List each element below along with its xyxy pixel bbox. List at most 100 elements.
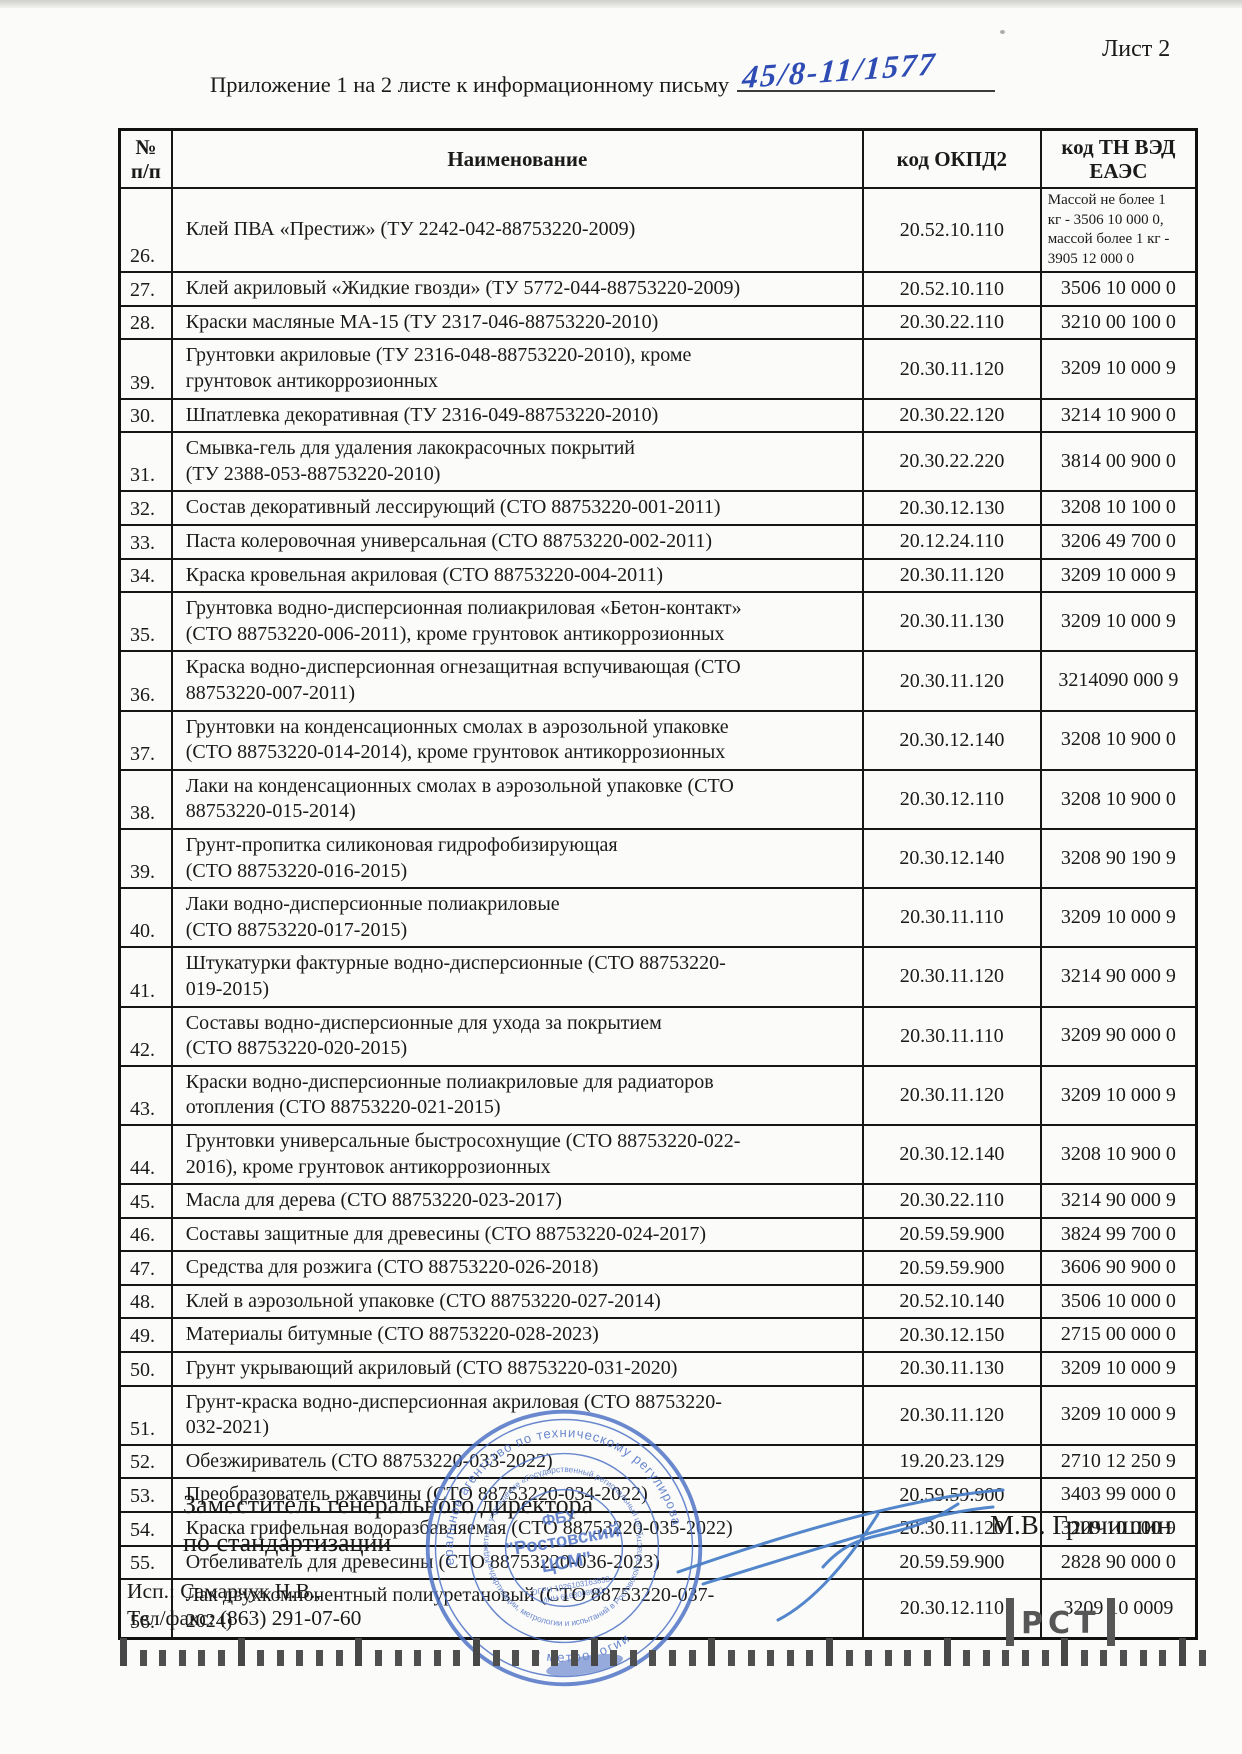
ruler-tick bbox=[335, 1650, 343, 1666]
ruler-tick bbox=[649, 1650, 657, 1666]
tnved-code-cell: 3208 10 900 0 bbox=[1039, 1123, 1198, 1186]
table-row: 49. Материалы битумные (СТО 88753220-028… bbox=[118, 1317, 1198, 1354]
ruler-tick bbox=[923, 1650, 931, 1666]
rst-right-bar-icon bbox=[1107, 1598, 1116, 1646]
ruler-tick bbox=[884, 1650, 892, 1666]
ruler-tick bbox=[237, 1638, 245, 1666]
okpd2-code-cell: 20.30.11.120 bbox=[861, 946, 1042, 1008]
tnved-code-cell: 3814 00 900 0 bbox=[1039, 431, 1198, 493]
product-name-cell: Грунтовки акриловые (ТУ 2316-048-8875322… bbox=[170, 338, 864, 400]
table-row: 46. Составы защитные для древесины (СТО … bbox=[118, 1216, 1198, 1253]
okpd2-code-cell: 20.59.59.900 bbox=[861, 1250, 1042, 1286]
okpd2-code-cell: 20.30.12.140 bbox=[861, 709, 1042, 771]
okpd2-code-cell: 20.30.22.120 bbox=[861, 397, 1042, 434]
okpd2-code-cell: 20.30.11.110 bbox=[861, 1005, 1042, 1067]
row-number-cell: 55. bbox=[118, 1544, 173, 1581]
row-number-cell: 35. bbox=[118, 591, 173, 653]
product-name-cell: Средства для розжига (СТО 88753220-026-2… bbox=[170, 1250, 864, 1286]
row-number-cell: 49. bbox=[118, 1317, 173, 1354]
product-name-cell: Составы защитные для древесины (СТО 8875… bbox=[170, 1216, 864, 1253]
ruler-tick bbox=[629, 1650, 637, 1666]
okpd2-code-cell: 20.30.12.140 bbox=[861, 1123, 1042, 1186]
row-number-cell: 27. bbox=[118, 271, 173, 307]
tnved-code-cell: 3206 49 700 0 bbox=[1039, 524, 1198, 560]
okpd2-code-cell: 19.20.23.129 bbox=[861, 1443, 1042, 1480]
product-name-cell: Грунтовки на конденсационных смолах в аэ… bbox=[170, 709, 864, 771]
okpd2-code-cell: 20.12.24.110 bbox=[861, 524, 1042, 560]
table-row: 39. Грунтовки акриловые (ТУ 2316-048-887… bbox=[118, 338, 1198, 400]
table-row: 27. Клей акриловый «Жидкие гвозди» (ТУ 5… bbox=[118, 271, 1198, 307]
tnved-code-cell: 3210 00 100 0 bbox=[1039, 304, 1198, 341]
row-number-cell: 47. bbox=[118, 1250, 173, 1286]
ruler-tick bbox=[610, 1650, 618, 1666]
ruler-tick bbox=[1178, 1638, 1186, 1666]
row-number-cell: 43. bbox=[118, 1064, 173, 1126]
table-row: 39. Грунт-пропитка силиконовая гидрофоби… bbox=[118, 827, 1198, 890]
products-codes-table: № п/п Наименование код ОКПД2 код ТН ВЭД … bbox=[118, 128, 1198, 1641]
ruler-tick bbox=[1159, 1650, 1167, 1666]
rst-left-bar-icon bbox=[1006, 1598, 1014, 1646]
ruler-tick bbox=[982, 1650, 990, 1666]
okpd2-code-cell: 20.30.12.130 bbox=[861, 490, 1042, 527]
okpd2-code-cell: 20.30.22.220 bbox=[861, 431, 1042, 493]
table-row: 45. Масла для дерева (СТО 88753220-023-2… bbox=[118, 1183, 1198, 1219]
scan-speck-artifact bbox=[1000, 30, 1005, 34]
ruler-tick bbox=[257, 1650, 265, 1666]
ruler-tick bbox=[963, 1650, 971, 1666]
row-number-cell: 31. bbox=[118, 431, 173, 493]
ruler-tick bbox=[1120, 1650, 1128, 1666]
ruler-tick bbox=[1080, 1650, 1088, 1666]
tnved-code-cell: Массой не более 1 кг - 3506 10 000 0, ма… bbox=[1039, 187, 1198, 274]
tnved-code-cell: 3214090 000 9 bbox=[1039, 650, 1198, 712]
ruler-tick bbox=[727, 1650, 735, 1666]
appendix-line: Приложение 1 на 2 листе к информационном… bbox=[210, 45, 996, 98]
ruler-tick bbox=[1139, 1650, 1147, 1666]
ruler-tick bbox=[1022, 1650, 1030, 1666]
table-row: 37. Грунтовки на конденсационных смолах … bbox=[118, 709, 1198, 771]
ruler-tick bbox=[120, 1638, 127, 1666]
table-row: 30. Шпатлевка декоративная (ТУ 2316-049-… bbox=[118, 397, 1198, 434]
tnved-code-cell: 3208 10 900 0 bbox=[1039, 768, 1198, 830]
product-name-cell: Краска кровельная акриловая (СТО 8875322… bbox=[170, 557, 864, 594]
row-number-cell: 45. bbox=[118, 1183, 173, 1219]
product-name-cell: Клей акриловый «Жидкие гвозди» (ТУ 5772-… bbox=[170, 271, 864, 307]
ruler-tick bbox=[845, 1650, 853, 1666]
okpd2-code-cell: 20.59.59.900 bbox=[861, 1544, 1042, 1581]
tnved-code-cell: 3214 90 000 9 bbox=[1039, 1183, 1198, 1219]
tnved-code-cell: 3214 10 900 0 bbox=[1039, 397, 1198, 434]
row-number-cell: 37. bbox=[118, 709, 173, 771]
ruler-tick bbox=[590, 1638, 598, 1666]
tnved-code-cell: 2715 00 000 0 bbox=[1039, 1317, 1198, 1354]
row-number-cell: 39. bbox=[118, 338, 173, 400]
table-row: 52. Обезжириватель (СТО 88753220-033-202… bbox=[118, 1443, 1198, 1480]
row-number-cell: 44. bbox=[118, 1123, 173, 1186]
ruler-tick bbox=[1041, 1650, 1049, 1666]
signer-position-line2: по стандартизации bbox=[183, 1528, 392, 1557]
row-number-cell: 28. bbox=[118, 304, 173, 341]
okpd2-code-cell: 20.30.11.120 bbox=[861, 1064, 1042, 1126]
tnved-code-cell: 3209 90 000 0 bbox=[1039, 1005, 1198, 1067]
ruler-tick bbox=[139, 1650, 147, 1666]
ruler-tick bbox=[767, 1650, 775, 1666]
ruler-tick bbox=[708, 1638, 716, 1666]
tnved-code-cell: 3506 10 000 0 bbox=[1039, 271, 1198, 307]
ruler-tick bbox=[531, 1650, 539, 1666]
okpd2-code-cell: 20.30.11.120 bbox=[861, 557, 1042, 594]
product-name-cell: Грунт укрывающий акриловый (СТО 88753220… bbox=[170, 1351, 864, 1387]
signer-position: Заместитель генерального директора по ст… bbox=[183, 1486, 593, 1562]
product-name-cell: Смывка-гель для удаления лакокрасочных п… bbox=[170, 431, 864, 493]
ruler-tick bbox=[1100, 1650, 1108, 1666]
row-number-cell: 40. bbox=[118, 887, 173, 949]
tnved-code-cell: 3209 10 000 9 bbox=[1039, 591, 1198, 653]
table-row: 34. Краска кровельная акриловая (СТО 887… bbox=[118, 557, 1198, 594]
table-row: 28. Краски масляные МА-15 (ТУ 2317-046-8… bbox=[118, 304, 1198, 341]
sheet-number-label: Лист 2 bbox=[1102, 36, 1171, 62]
product-name-cell: Штукатурки фактурные водно-дисперсионные… bbox=[170, 946, 864, 1008]
table-row: 51. Грунт-краска водно-дисперсионная акр… bbox=[118, 1384, 1198, 1446]
ruler-tick bbox=[472, 1638, 480, 1666]
table-row: 41. Штукатурки фактурные водно-дисперсио… bbox=[118, 946, 1198, 1008]
table-row: 33. Паста колеровочная универсальная (СТ… bbox=[118, 524, 1198, 560]
tnved-code-cell: 3214 90 000 9 bbox=[1039, 946, 1198, 1008]
ruler-tick bbox=[198, 1650, 206, 1666]
product-name-cell: Клей ПВА «Престиж» (ТУ 2242-042-88753220… bbox=[170, 187, 864, 274]
